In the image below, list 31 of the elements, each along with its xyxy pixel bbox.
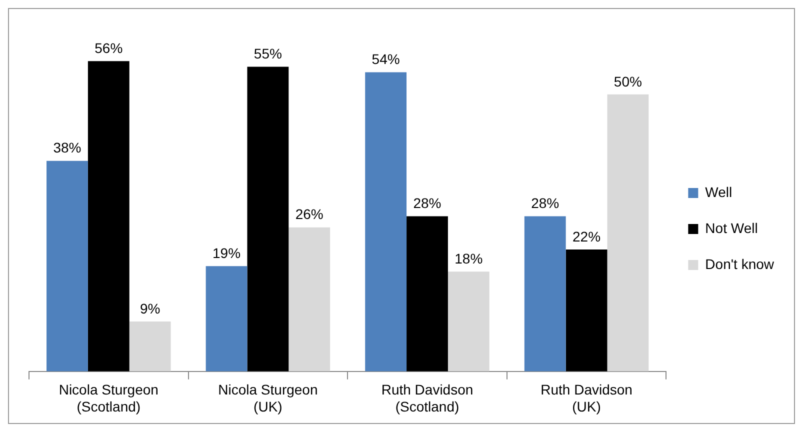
bar bbox=[206, 266, 248, 372]
bar bbox=[88, 61, 130, 372]
legend-label: Don't know bbox=[705, 256, 775, 272]
data-label: 18% bbox=[454, 250, 483, 267]
bar bbox=[566, 250, 608, 372]
x-tick-label: Nicola Sturgeon (Scotland) bbox=[58, 382, 158, 414]
x-tick-label: Nicola Sturgeon (UK) bbox=[218, 382, 318, 414]
data-label: 9% bbox=[140, 300, 160, 316]
legend-label: Well bbox=[705, 184, 732, 200]
bar bbox=[46, 160, 88, 372]
bar bbox=[365, 72, 407, 372]
data-label: 19% bbox=[212, 245, 241, 261]
bar bbox=[406, 216, 448, 372]
bar bbox=[129, 322, 171, 372]
data-label: 38% bbox=[53, 140, 82, 156]
data-label: 55% bbox=[254, 46, 282, 62]
data-label: 56% bbox=[94, 40, 123, 56]
bar bbox=[607, 94, 649, 372]
data-label: 50% bbox=[614, 73, 642, 90]
bar bbox=[448, 272, 490, 372]
data-label: 26% bbox=[295, 206, 324, 222]
data-label: 54% bbox=[372, 51, 400, 68]
bar bbox=[288, 227, 330, 372]
data-label: 28% bbox=[531, 195, 560, 212]
x-tick-label: Ruth Davidson (UK) bbox=[540, 382, 632, 414]
data-label: 22% bbox=[572, 228, 601, 244]
x-tick-label: Ruth Davidson (Scotland) bbox=[381, 382, 474, 414]
legend-label: Not Well bbox=[705, 220, 758, 236]
data-label: 28% bbox=[413, 195, 442, 212]
bar bbox=[524, 216, 566, 372]
bar bbox=[247, 66, 289, 372]
